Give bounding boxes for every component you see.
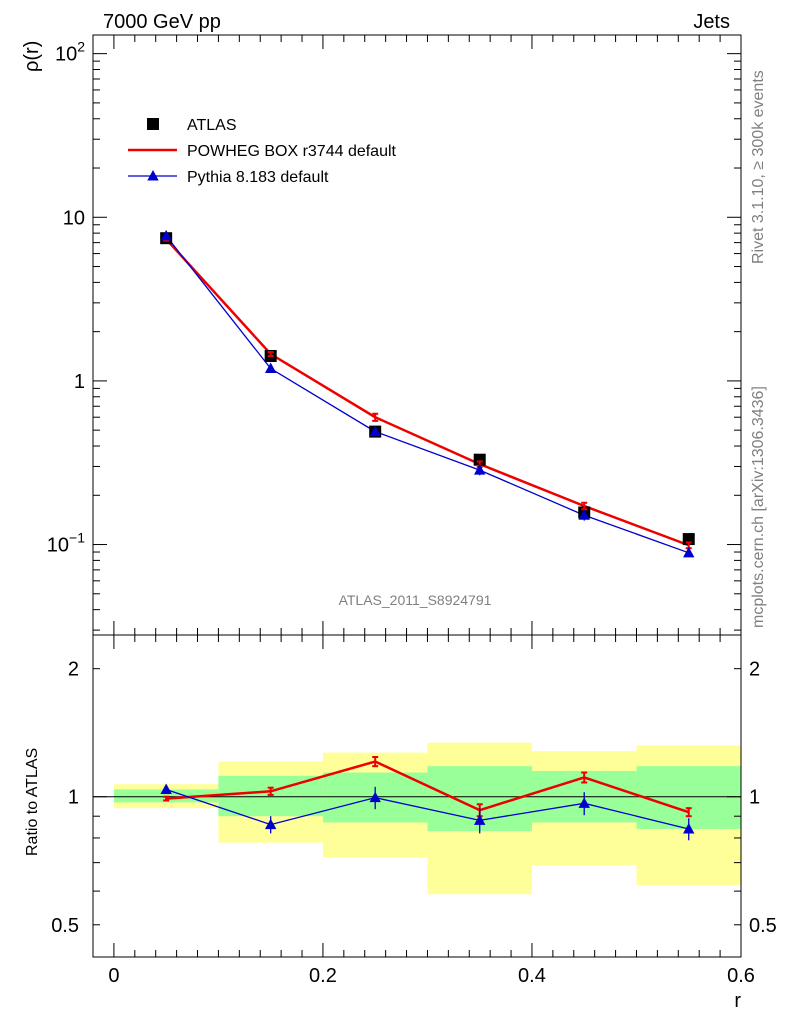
ratio-ytick-label-right: 0.5 xyxy=(749,915,777,937)
xtick-label: 0.4 xyxy=(518,965,546,987)
ratio-point-pythia xyxy=(683,822,695,834)
side-text-mcplots: mcplots.cern.ch [arXiv:1306.3436] xyxy=(750,386,767,628)
ratio-point-pythia xyxy=(369,791,381,803)
ratio-line-powheg xyxy=(166,760,690,814)
main-y-axis-label: ρ(r) xyxy=(21,41,43,72)
main-point-pythia xyxy=(683,546,695,558)
ratio-ytick-label-left: 0.5 xyxy=(51,915,79,937)
legend-marker-atlas xyxy=(147,118,159,130)
ratio-y-tick-labels: 0.5 0.5 1 1 2 2 xyxy=(51,659,777,937)
ratio-ytick-label-right: 1 xyxy=(749,787,760,809)
xtick-label: 0.2 xyxy=(309,965,337,987)
main-y-tick-labels: 10−1 1 10 102 xyxy=(47,39,85,557)
legend-label-pythia: Pythia 8.183 default xyxy=(187,169,329,186)
main-point-atlas xyxy=(473,453,486,466)
main-point-pythia xyxy=(578,509,590,520)
main-ytick-label: 10−1 xyxy=(47,530,85,557)
ratio-ytick-label-right: 2 xyxy=(749,659,760,681)
ratio-ticks xyxy=(93,635,742,957)
ratio-y-axis-label: Ratio to ATLAS xyxy=(24,748,41,856)
side-text-rivet: Rivet 3.1.10, ≥ 300k events xyxy=(750,70,767,264)
main-panel: 10−1 1 10 102 ρ(r) ATLAS_2011_S8924791 ATLA… xyxy=(21,34,742,636)
analysis-id: ATLAS_2011_S8924791 xyxy=(339,592,492,608)
main-line-pythia xyxy=(165,235,689,554)
ratio-series-lines xyxy=(165,760,690,830)
main-point-pythia xyxy=(369,425,381,437)
ratio-point-pythia xyxy=(264,818,277,830)
header-right: Jets xyxy=(693,11,730,33)
xtick-label: 0 xyxy=(108,965,119,987)
legend-marker-pythia xyxy=(147,170,159,181)
main-ytick-label: 1 xyxy=(74,371,85,393)
main-ticks xyxy=(93,35,742,635)
x-tick-labels: 0 0.2 0.4 0.6 xyxy=(108,965,755,987)
main-ytick-label: 102 xyxy=(55,39,85,66)
ratio-point-pythia xyxy=(578,797,590,808)
main-line-powheg xyxy=(165,238,690,547)
ratio-point-pythia xyxy=(474,814,486,825)
ratio-frame xyxy=(92,634,742,958)
ratio-ytick-label-left: 1 xyxy=(68,787,79,809)
legend-label-powheg: POWHEG BOX r3744 default xyxy=(187,143,397,160)
main-series-lines xyxy=(165,235,690,554)
main-ytick-label: 10 xyxy=(63,207,85,229)
ratio-panel: 0.5 0.5 1 1 2 2 0 0.2 0.4 0.6 Ratio to ATLAS r xyxy=(24,634,777,1012)
ratio-point-pythia xyxy=(160,783,172,794)
main-point-pythia xyxy=(160,229,172,241)
header-left: 7000 GeV pp xyxy=(103,11,221,33)
x-axis-label: r xyxy=(734,990,741,1012)
ratio-markers xyxy=(160,755,695,841)
legend-label-atlas: ATLAS xyxy=(187,117,237,134)
main-point-pythia xyxy=(264,362,277,374)
main-markers xyxy=(160,229,695,558)
main-point-pythia xyxy=(474,464,486,475)
ratio-line-pythia xyxy=(165,788,689,830)
legend: ATLAS POWHEG BOX r3744 default Pythia 8.18… xyxy=(128,117,397,186)
xtick-label: 0.6 xyxy=(727,965,755,987)
ratio-ytick-label-left: 2 xyxy=(68,659,79,681)
